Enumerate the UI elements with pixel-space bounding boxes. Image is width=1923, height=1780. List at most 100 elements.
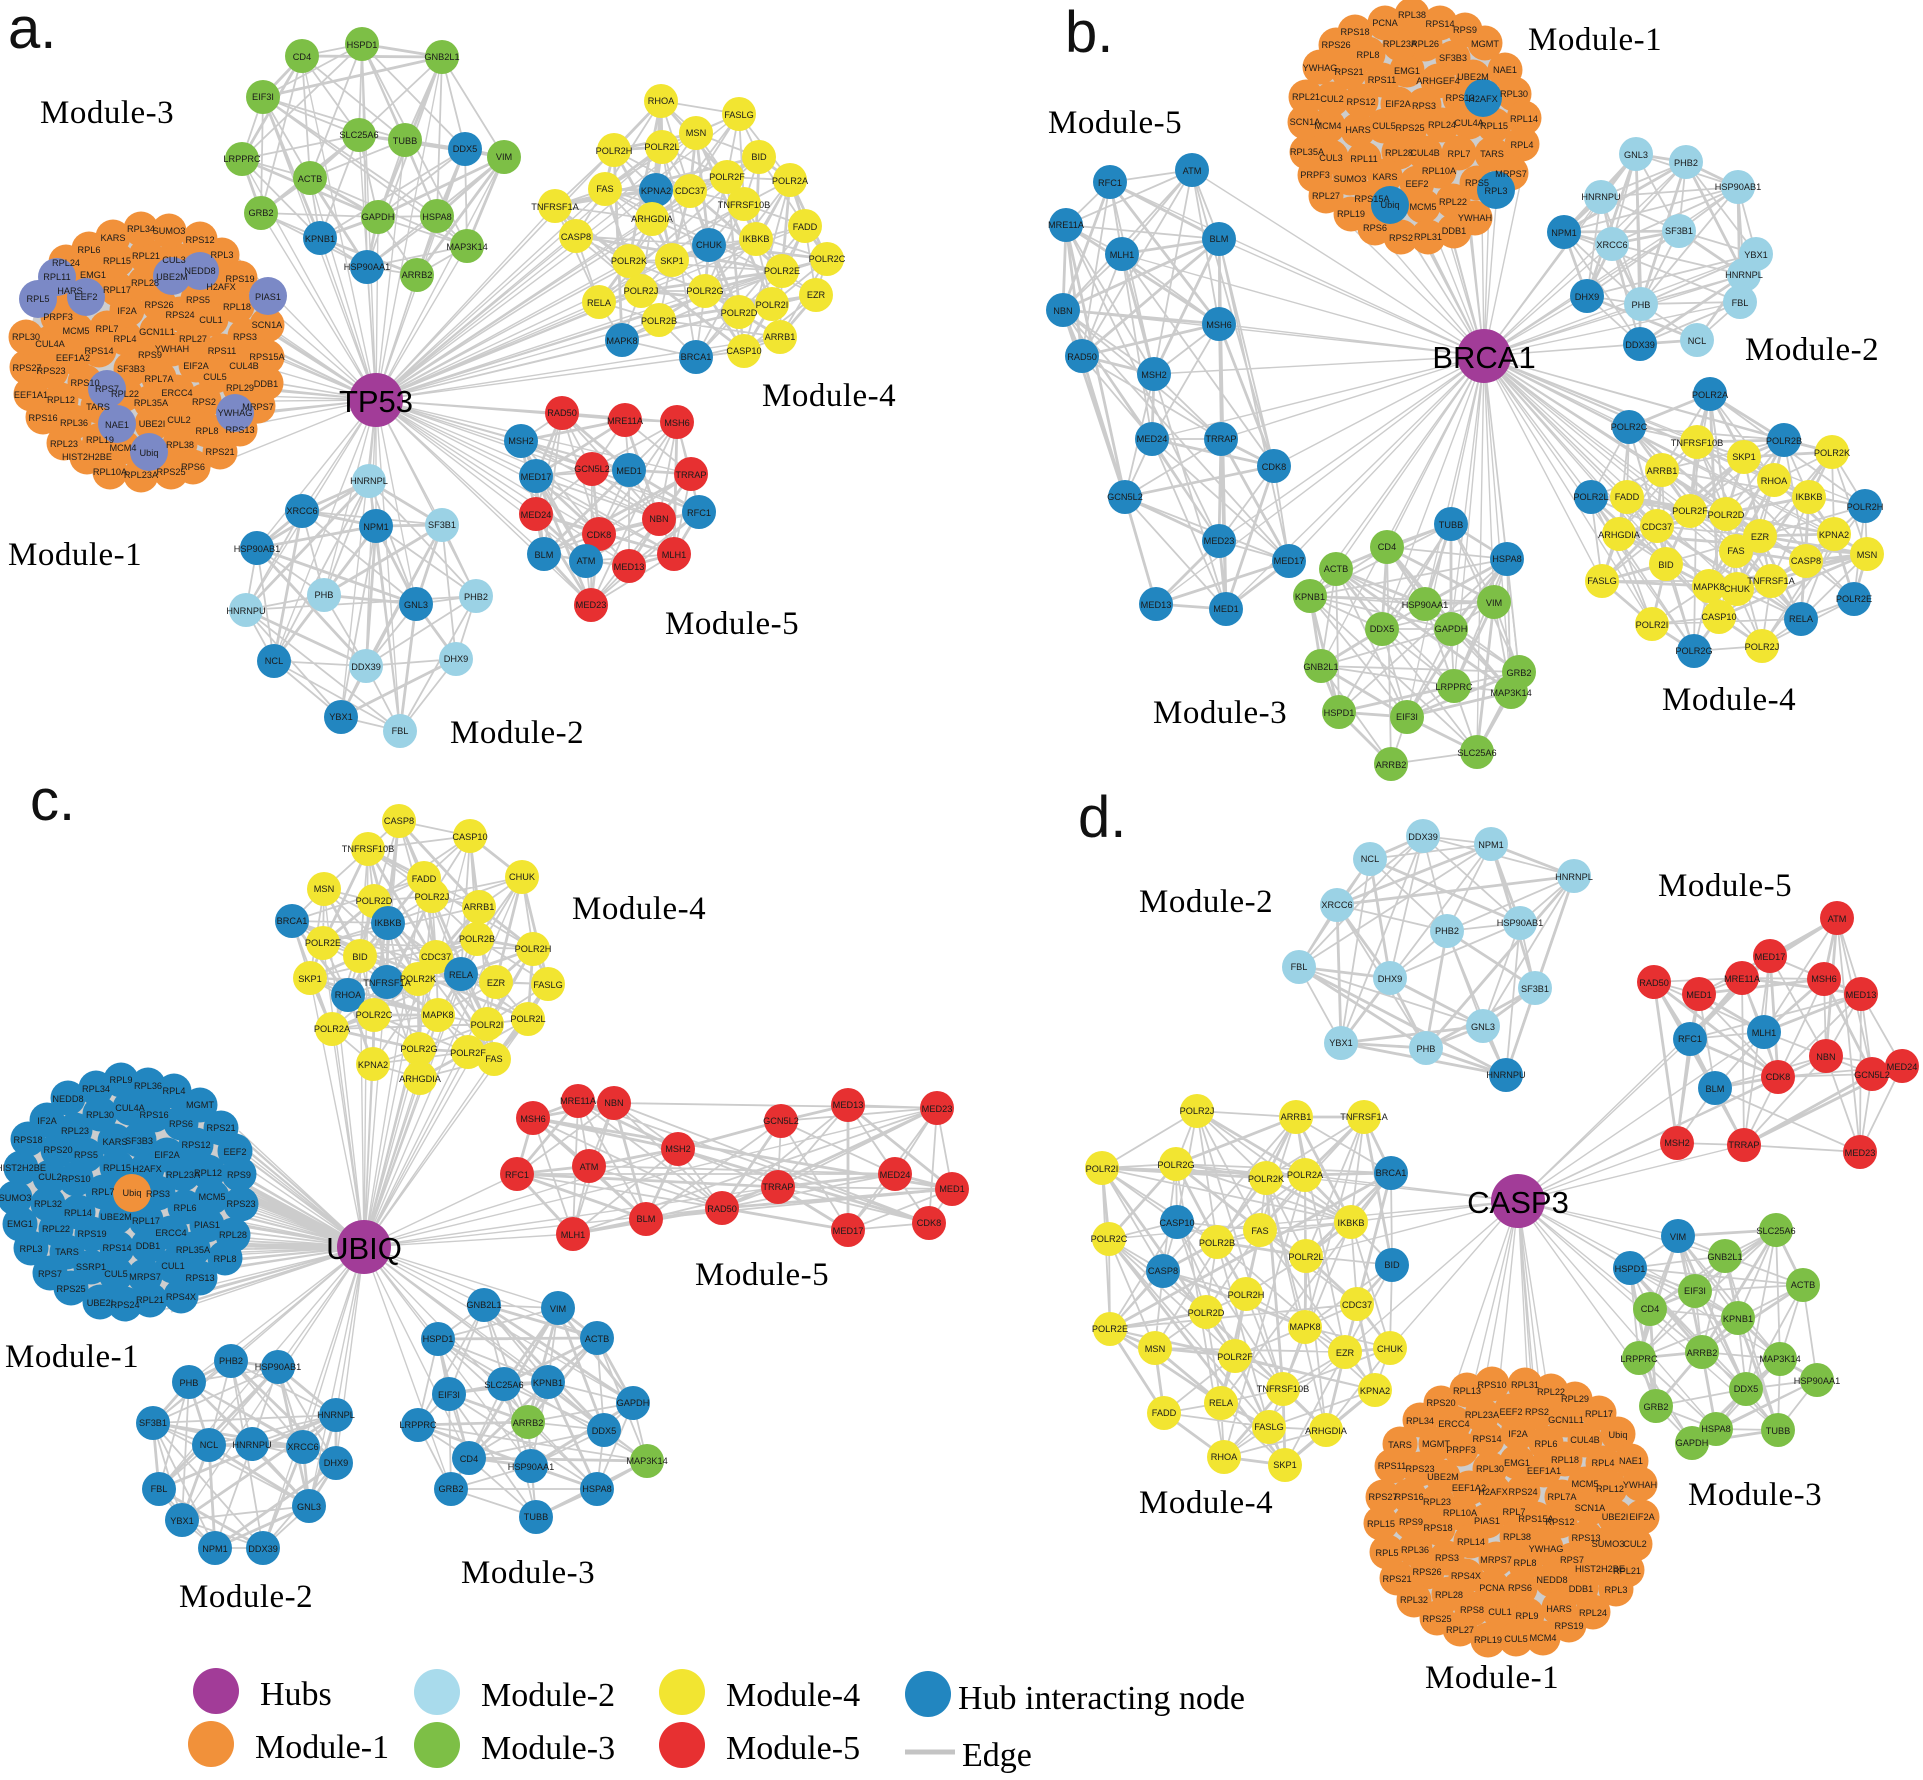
svg-text:LRPPRC: LRPPRC (223, 154, 261, 164)
svg-text:MSN: MSN (1145, 1344, 1165, 1354)
svg-text:PHB2: PHB2 (1674, 158, 1698, 168)
svg-text:RPS3: RPS3 (233, 332, 257, 342)
svg-text:RPS5: RPS5 (74, 1150, 98, 1160)
svg-text:ARRB1: ARRB1 (464, 902, 495, 912)
svg-text:GAPDH: GAPDH (1676, 1438, 1709, 1448)
svg-text:TP53: TP53 (339, 384, 413, 419)
svg-text:RPL8: RPL8 (196, 426, 219, 436)
svg-text:GCN5L2: GCN5L2 (1854, 1070, 1890, 1080)
svg-text:RPL3: RPL3 (1485, 186, 1508, 196)
svg-text:POLR2J: POLR2J (624, 286, 659, 296)
svg-text:MLH1: MLH1 (561, 1230, 586, 1240)
svg-text:MCM5: MCM5 (198, 1192, 225, 1202)
svg-text:PHB2: PHB2 (219, 1356, 243, 1366)
svg-text:KPNB1: KPNB1 (1295, 592, 1325, 602)
svg-text:RPL38: RPL38 (166, 440, 194, 450)
svg-text:DDX5: DDX5 (1734, 1384, 1759, 1394)
svg-text:YWHAH: YWHAH (1623, 1480, 1657, 1490)
svg-text:RPL28: RPL28 (1435, 1590, 1463, 1600)
svg-text:PHB2: PHB2 (464, 592, 488, 602)
svg-text:RPS11: RPS11 (208, 346, 236, 356)
svg-text:ATM: ATM (580, 1162, 599, 1172)
svg-text:RPL21: RPL21 (1292, 92, 1320, 102)
svg-text:RPL7A: RPL7A (1547, 1492, 1577, 1502)
svg-text:RPS25: RPS25 (156, 467, 185, 477)
svg-text:CASP8: CASP8 (384, 816, 414, 826)
svg-text:KARS: KARS (1372, 172, 1397, 182)
svg-text:MSN: MSN (686, 128, 706, 138)
svg-text:RPS26: RPS26 (144, 300, 173, 310)
svg-text:RPL6: RPL6 (174, 1203, 197, 1213)
svg-text:RPL4: RPL4 (163, 1086, 186, 1096)
svg-text:RPL38: RPL38 (1503, 1532, 1531, 1542)
svg-text:RPL22: RPL22 (1439, 197, 1467, 207)
svg-text:UBE2I: UBE2I (87, 1298, 114, 1308)
svg-text:DDX5: DDX5 (453, 144, 478, 154)
svg-text:NAE1: NAE1 (1619, 1456, 1643, 1466)
svg-text:CHUK: CHUK (1724, 584, 1751, 594)
svg-text:HIST2H2BE: HIST2H2BE (62, 452, 112, 462)
svg-text:Module-3: Module-3 (461, 1555, 595, 1591)
svg-text:HSPA8: HSPA8 (582, 1484, 611, 1494)
svg-text:RPL34: RPL34 (1406, 1416, 1434, 1426)
svg-text:RPL4: RPL4 (1511, 140, 1534, 150)
svg-text:CD4: CD4 (1641, 1304, 1659, 1314)
svg-text:RPS25: RPS25 (1395, 123, 1424, 133)
svg-text:Module-2: Module-2 (1745, 332, 1879, 368)
svg-text:Module-4: Module-4 (1662, 682, 1796, 718)
svg-text:RFC1: RFC1 (505, 1170, 529, 1180)
svg-text:POLR2C: POLR2C (356, 1010, 393, 1020)
svg-text:RPL36: RPL36 (134, 1081, 162, 1091)
svg-text:UBE2M: UBE2M (156, 272, 188, 282)
svg-text:Module-5: Module-5 (665, 606, 799, 642)
svg-text:ARHGEF4: ARHGEF4 (1416, 76, 1459, 86)
svg-text:TARS: TARS (1480, 149, 1504, 159)
svg-text:RPS16: RPS16 (1394, 1492, 1423, 1502)
svg-text:RPL3: RPL3 (211, 250, 234, 260)
svg-text:GCN5L2: GCN5L2 (574, 464, 610, 474)
svg-text:POLR2H: POLR2H (596, 146, 633, 156)
svg-text:NBN: NBN (649, 514, 668, 524)
svg-text:NPM1: NPM1 (202, 1544, 228, 1554)
svg-text:RPS15A: RPS15A (1518, 1514, 1554, 1524)
svg-text:FAS: FAS (1727, 546, 1744, 556)
svg-text:MAPK8: MAPK8 (422, 1010, 453, 1020)
svg-text:Module-3: Module-3 (481, 1730, 615, 1767)
svg-text:RPS7: RPS7 (1560, 1555, 1584, 1565)
svg-text:HIST2H2BE: HIST2H2BE (1575, 1564, 1625, 1574)
svg-text:EEF2: EEF2 (1500, 1407, 1523, 1417)
svg-text:MED1: MED1 (616, 466, 642, 476)
svg-text:MSH6: MSH6 (664, 418, 690, 428)
svg-text:RPL31: RPL31 (1414, 232, 1442, 242)
svg-text:RPL18: RPL18 (1551, 1455, 1579, 1465)
svg-text:POLR2E: POLR2E (1836, 594, 1872, 604)
svg-text:ARHGDIA: ARHGDIA (631, 214, 674, 224)
svg-text:RPS27: RPS27 (1368, 1492, 1397, 1502)
svg-text:MAP3K14: MAP3K14 (1759, 1354, 1800, 1364)
svg-text:LRPPRC: LRPPRC (399, 1420, 437, 1430)
svg-text:EEF2: EEF2 (1406, 179, 1429, 189)
svg-text:NPM1: NPM1 (363, 522, 389, 532)
svg-text:Ubiq: Ubiq (140, 448, 159, 458)
svg-text:CASP10: CASP10 (452, 832, 487, 842)
svg-text:POLR2K: POLR2K (1248, 1174, 1285, 1184)
svg-text:XRCC6: XRCC6 (287, 1442, 318, 1452)
svg-text:GCN1L1: GCN1L1 (1548, 1415, 1584, 1425)
svg-text:RPL19: RPL19 (1474, 1635, 1502, 1645)
svg-text:MED13: MED13 (1846, 990, 1877, 1000)
svg-text:DHX9: DHX9 (324, 1458, 349, 1468)
svg-text:BLM: BLM (637, 1214, 656, 1224)
svg-text:MED1: MED1 (939, 1184, 965, 1194)
svg-text:YWHAG: YWHAG (1529, 1544, 1564, 1554)
svg-text:POLR2E: POLR2E (305, 938, 341, 948)
svg-text:Module-4: Module-4 (1139, 1485, 1273, 1521)
svg-text:DDB1: DDB1 (1442, 226, 1467, 236)
svg-text:RPS7: RPS7 (38, 1269, 62, 1279)
svg-text:CUL1: CUL1 (161, 1261, 185, 1271)
svg-text:UBE2M: UBE2M (100, 1212, 132, 1222)
svg-text:UBIQ: UBIQ (326, 1231, 402, 1266)
svg-text:GCN1L1: GCN1L1 (139, 327, 175, 337)
svg-text:MED13: MED13 (1141, 600, 1172, 610)
svg-text:POLR2G: POLR2G (400, 1044, 437, 1054)
svg-text:MED13: MED13 (614, 562, 645, 572)
